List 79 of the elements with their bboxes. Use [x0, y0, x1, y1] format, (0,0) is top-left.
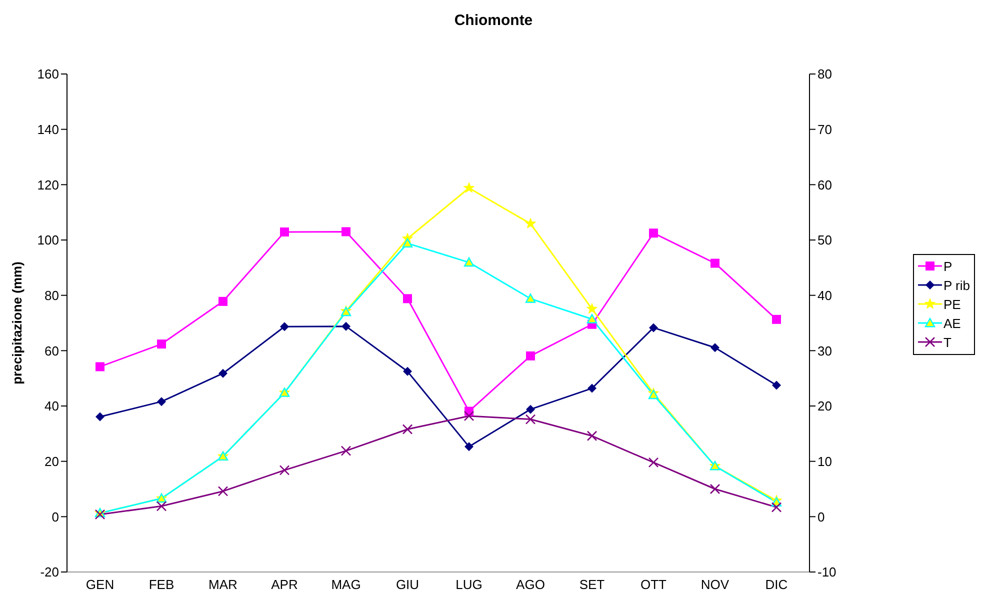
- point: [525, 414, 536, 424]
- x-tick-label: LUG: [456, 577, 482, 592]
- point: [340, 446, 352, 456]
- y-tick-label: 60: [44, 343, 59, 358]
- point: [525, 218, 536, 228]
- y-tick-label: 120: [37, 177, 59, 192]
- point: [649, 228, 658, 238]
- y2-tick-label: -10: [818, 564, 836, 580]
- y-tick-label: 160: [37, 66, 59, 82]
- point: [464, 257, 474, 267]
- x-tick-label: DIC: [765, 577, 788, 592]
- point: [464, 442, 474, 452]
- point: [526, 351, 535, 360]
- x-tick-label: SET: [579, 577, 605, 592]
- y2-tick-label: 10: [818, 454, 832, 469]
- point: [157, 340, 166, 349]
- point: [525, 294, 536, 303]
- x-tick-label: FEB: [148, 577, 174, 592]
- point: [403, 366, 412, 376]
- point: [526, 404, 535, 414]
- point: [710, 258, 720, 268]
- point: [218, 486, 228, 496]
- y2-tick-label: 80: [818, 66, 832, 82]
- legend-label: AE: [944, 316, 961, 330]
- x-tick-label: MAR: [208, 577, 238, 592]
- y2-tick-label: 60: [818, 177, 832, 192]
- point: [464, 182, 474, 193]
- y2-tick-label: 30: [818, 343, 832, 358]
- y-tick-label: 40: [44, 398, 59, 414]
- point: [771, 502, 782, 512]
- point: [156, 501, 167, 512]
- point: [96, 362, 104, 372]
- point: [157, 397, 166, 406]
- point: [648, 457, 659, 468]
- point: [342, 322, 350, 331]
- y-tick-label: 80: [44, 288, 59, 303]
- point: [588, 384, 596, 393]
- point: [96, 412, 104, 422]
- x-tick-label: GEN: [86, 577, 114, 592]
- point: [586, 430, 598, 442]
- chart-title: Chiomonte: [453, 12, 534, 29]
- point: [586, 303, 598, 314]
- x-tick-label: GIU: [396, 577, 420, 592]
- point: [586, 314, 598, 324]
- point: [772, 380, 781, 390]
- point: [402, 424, 413, 434]
- y2-tick-label: 70: [818, 122, 832, 137]
- y2-tick-label: 0: [818, 509, 825, 524]
- x-tick-label: OTT: [640, 577, 667, 592]
- y-axis-title: precipitazione (mm): [10, 262, 25, 384]
- point: [710, 484, 720, 494]
- y2-tick-label: 20: [818, 398, 832, 414]
- point: [464, 410, 474, 422]
- point: [403, 294, 412, 304]
- x-tick-label: APR: [271, 577, 298, 592]
- x-tick-label: MAG: [331, 577, 361, 592]
- point: [342, 227, 350, 236]
- point: [218, 296, 228, 306]
- y-tick-label: 0: [52, 509, 59, 524]
- legend-label: PE: [944, 296, 961, 312]
- y-tick-label: 140: [37, 122, 59, 137]
- point: [402, 238, 413, 248]
- y2-tick-label: 50: [818, 232, 832, 248]
- point: [280, 227, 289, 236]
- point: [772, 314, 781, 324]
- x-tick-label: NOV: [700, 577, 730, 592]
- x-tick-label: AGO: [516, 577, 545, 592]
- y2-tick-label: 40: [818, 288, 832, 303]
- point: [280, 322, 289, 332]
- point: [218, 368, 228, 378]
- legend-label: P: [944, 258, 952, 274]
- y-tick-label: 20: [44, 454, 59, 469]
- legend-label: P rib: [944, 278, 970, 292]
- legend-label: T: [944, 334, 952, 350]
- point: [649, 323, 658, 332]
- point: [279, 465, 290, 476]
- y-tick-label: -20: [40, 564, 59, 580]
- y-tick-label: 100: [37, 232, 59, 248]
- point: [710, 343, 720, 352]
